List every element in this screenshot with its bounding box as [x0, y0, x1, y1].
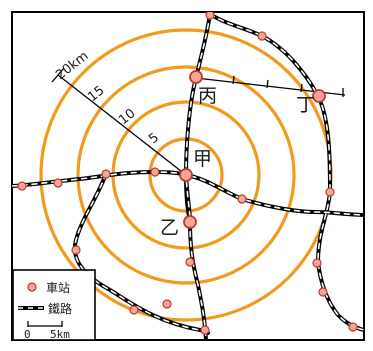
legend-box	[12, 269, 96, 341]
label-yi: 乙	[160, 217, 179, 239]
legend-railway-label: 鐵路	[48, 301, 72, 316]
scale-end-label: 5km	[50, 328, 70, 341]
label-jia: 甲	[193, 148, 212, 170]
station-bing	[189, 70, 203, 84]
label-ding: 丁	[296, 94, 315, 116]
place-labels: 甲 乙 丙 丁	[160, 85, 315, 239]
station-ding	[312, 89, 326, 103]
legend-station-label: 車站	[46, 281, 70, 295]
legend: 車站 鐵路 0 5km	[12, 269, 96, 341]
ring-15km	[76, 65, 296, 285]
scale-start-label: 0	[24, 328, 31, 341]
label-bing: 丙	[198, 85, 217, 107]
major-stations	[179, 70, 326, 229]
scale-bar	[27, 321, 63, 327]
legend-station-icon	[27, 282, 37, 292]
station-jia	[179, 168, 193, 182]
station-yi	[183, 215, 197, 229]
radius-ruler	[51, 67, 187, 176]
stations	[17, 12, 358, 335]
